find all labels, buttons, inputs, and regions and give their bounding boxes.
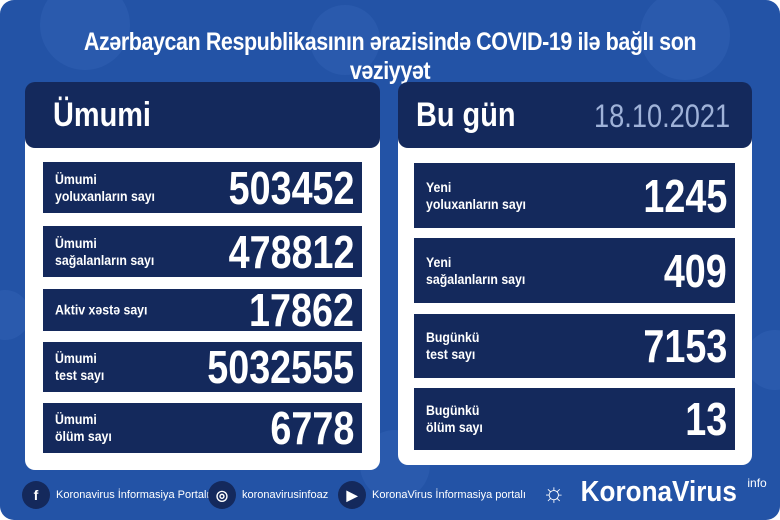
total-heading: Ümumi [53,96,151,134]
stat-row: Ümumi test sayı 5032555 [43,341,362,393]
stat-value: 478812 [228,225,354,278]
today-heading: Bu gün [416,96,516,134]
stat-value: 6778 [270,402,354,454]
facebook-label: Koronavirus İnformasiya Portalı [56,489,210,501]
stat-label: Aktiv xəstə sayı [55,301,148,318]
stat-label: Bugünkü test sayı [426,329,480,362]
stat-value: 5032555 [207,341,354,393]
report-date: 18.10.2021 [593,98,730,134]
youtube-icon: ▶ [338,481,366,509]
brand-logo: ☼ KoronaVirus info [542,476,767,509]
instagram-label: koronavirusinfoaz [242,489,329,501]
stat-value: 13 [685,393,727,445]
stat-value: 409 [664,244,727,297]
stat-row: Aktiv xəstə sayı 17862 [43,284,362,336]
stat-value: 1245 [643,169,727,222]
youtube-link[interactable]: ▶ KoronaVirus İnformasiya portalı [338,480,526,510]
virus-decoration [640,0,730,80]
stat-label: Ümumi ölüm sayı [55,411,112,444]
stat-row: Ümumi yoluxanların sayı 503452 [43,161,362,214]
stat-row: Ümumi ölüm sayı 6778 [43,402,362,454]
page-title: Azərbaycan Respublikasının ərazisində CO… [83,28,697,85]
stat-value: 7153 [643,320,727,372]
facebook-link[interactable]: f Koronavirus İnformasiya Portalı [22,480,209,510]
stat-label: Yeni yoluxanların sayı [426,178,526,212]
stat-value: 17862 [249,284,354,336]
total-header: Ümumi [25,82,380,148]
instagram-icon: ◎ [208,481,236,509]
brand-sup: info [747,476,767,490]
instagram-link[interactable]: ◎ koronavirusinfoaz [208,480,328,510]
facebook-icon: f [22,481,50,509]
stat-row: Yeni sağalanların sayı 409 [414,238,735,303]
stat-value: 503452 [228,161,354,214]
sun-virus-icon: ☼ [542,477,566,507]
stat-row: Bugünkü ölüm sayı 13 [414,388,735,450]
stat-label: Ümumi sağalanların sayı [55,234,155,268]
youtube-label: KoronaVirus İnformasiya portalı [372,489,526,501]
stat-label: Bugünkü ölüm sayı [426,402,483,435]
stat-label: Ümumi test sayı [55,350,105,383]
stat-label: Ümumi yoluxanların sayı [55,170,155,204]
stat-row: Yeni yoluxanların sayı 1245 [414,163,735,228]
virus-decoration [40,0,130,70]
stat-row: Bugünkü test sayı 7153 [414,314,735,378]
brand-name: KoronaVirus [580,476,737,508]
virus-decoration [310,5,380,75]
stat-label: Yeni sağalanların sayı [426,253,526,287]
stat-row: Ümumi sağalanların sayı 478812 [43,225,362,278]
today-header: Bu gün 18.10.2021 [398,82,752,148]
